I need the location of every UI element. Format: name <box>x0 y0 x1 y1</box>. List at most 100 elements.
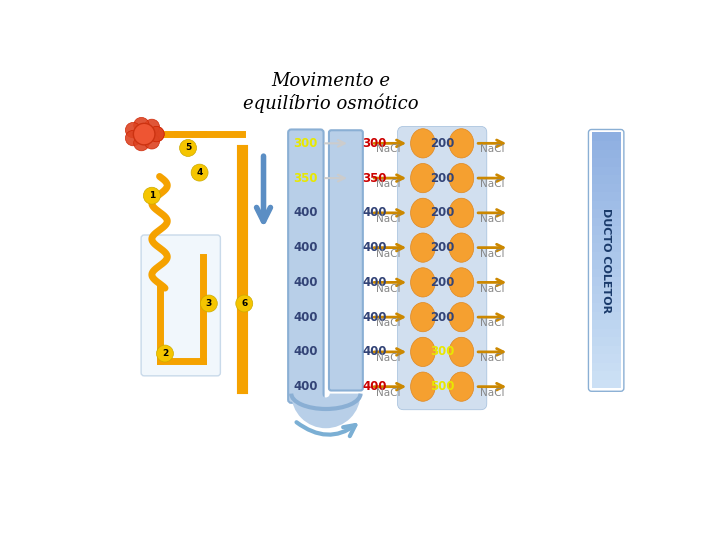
Text: 200: 200 <box>430 241 454 254</box>
Bar <box>592 371 621 380</box>
Ellipse shape <box>410 233 435 262</box>
Bar <box>592 226 621 235</box>
Ellipse shape <box>410 302 435 332</box>
FancyBboxPatch shape <box>329 130 363 390</box>
Bar <box>592 132 621 141</box>
Text: 400: 400 <box>362 346 387 359</box>
Bar <box>592 200 621 210</box>
Text: 400: 400 <box>294 276 318 289</box>
Bar <box>592 286 621 294</box>
Text: 400: 400 <box>294 206 318 219</box>
FancyBboxPatch shape <box>288 130 323 403</box>
Bar <box>592 141 621 150</box>
Ellipse shape <box>410 268 435 297</box>
Ellipse shape <box>449 198 474 227</box>
Text: NaCl: NaCl <box>376 318 400 328</box>
Text: Movimento e
equilíbrio osmótico: Movimento e equilíbrio osmótico <box>243 72 418 113</box>
Text: DUCTO COLETOR: DUCTO COLETOR <box>601 208 611 313</box>
Text: 1: 1 <box>149 191 155 200</box>
FancyBboxPatch shape <box>397 126 487 410</box>
Bar <box>592 379 621 388</box>
Bar <box>592 243 621 252</box>
Wedge shape <box>291 394 361 428</box>
Circle shape <box>179 139 197 157</box>
Bar <box>592 252 621 260</box>
Text: NaCl: NaCl <box>480 179 505 189</box>
Ellipse shape <box>449 129 474 158</box>
Text: NaCl: NaCl <box>480 284 505 294</box>
Bar <box>592 302 621 312</box>
Text: NaCl: NaCl <box>376 214 400 224</box>
Text: 400: 400 <box>294 310 318 323</box>
Bar <box>592 166 621 175</box>
Ellipse shape <box>410 372 435 401</box>
Text: 200: 200 <box>430 137 454 150</box>
Text: NaCl: NaCl <box>480 388 505 398</box>
Text: 400: 400 <box>362 276 387 289</box>
Bar <box>592 320 621 328</box>
FancyBboxPatch shape <box>141 235 220 376</box>
Circle shape <box>134 117 149 133</box>
Text: NaCl: NaCl <box>480 214 505 224</box>
Circle shape <box>235 295 253 312</box>
Ellipse shape <box>449 338 474 367</box>
Text: 6: 6 <box>241 299 248 308</box>
Ellipse shape <box>410 198 435 227</box>
Bar <box>592 277 621 286</box>
Text: 400: 400 <box>294 380 318 393</box>
Circle shape <box>156 345 174 362</box>
Text: NaCl: NaCl <box>480 249 505 259</box>
Text: 400: 400 <box>362 310 387 323</box>
Circle shape <box>133 123 155 145</box>
Bar <box>592 183 621 192</box>
Text: NaCl: NaCl <box>376 353 400 363</box>
Bar <box>592 311 621 320</box>
Bar <box>592 192 621 201</box>
Text: NaCl: NaCl <box>480 318 505 328</box>
Text: NaCl: NaCl <box>376 249 400 259</box>
Text: 500: 500 <box>430 380 454 393</box>
Bar <box>592 158 621 167</box>
Circle shape <box>125 130 141 146</box>
Text: 400: 400 <box>362 241 387 254</box>
Ellipse shape <box>449 268 474 297</box>
Text: 350: 350 <box>362 172 387 185</box>
Text: 300: 300 <box>294 137 318 150</box>
Bar <box>592 354 621 363</box>
Bar <box>592 260 621 269</box>
Text: NaCl: NaCl <box>376 179 400 189</box>
Bar <box>592 328 621 337</box>
Bar <box>592 149 621 158</box>
Ellipse shape <box>449 164 474 193</box>
Circle shape <box>149 126 164 142</box>
Text: 5: 5 <box>185 144 192 152</box>
Text: 2: 2 <box>162 349 168 358</box>
Text: NaCl: NaCl <box>480 353 505 363</box>
Ellipse shape <box>449 302 474 332</box>
Text: NaCl: NaCl <box>376 284 400 294</box>
Circle shape <box>144 133 160 149</box>
Text: 400: 400 <box>362 380 387 393</box>
Text: 4: 4 <box>197 168 203 177</box>
Text: 200: 200 <box>430 276 454 289</box>
Ellipse shape <box>449 233 474 262</box>
Text: 3: 3 <box>206 299 212 308</box>
Ellipse shape <box>410 164 435 193</box>
Text: 300: 300 <box>362 137 387 150</box>
Text: 200: 200 <box>430 172 454 185</box>
Ellipse shape <box>410 129 435 158</box>
Text: 350: 350 <box>294 172 318 185</box>
Bar <box>592 336 621 346</box>
Text: 400: 400 <box>362 206 387 219</box>
Circle shape <box>125 123 141 138</box>
Bar <box>592 209 621 218</box>
Circle shape <box>144 119 160 134</box>
Text: NaCl: NaCl <box>480 145 505 154</box>
Ellipse shape <box>410 338 435 367</box>
Circle shape <box>149 126 164 142</box>
Text: 300: 300 <box>430 346 454 359</box>
Text: NaCl: NaCl <box>376 388 400 398</box>
Text: 200: 200 <box>430 206 454 219</box>
Circle shape <box>143 187 161 204</box>
Bar <box>592 234 621 244</box>
